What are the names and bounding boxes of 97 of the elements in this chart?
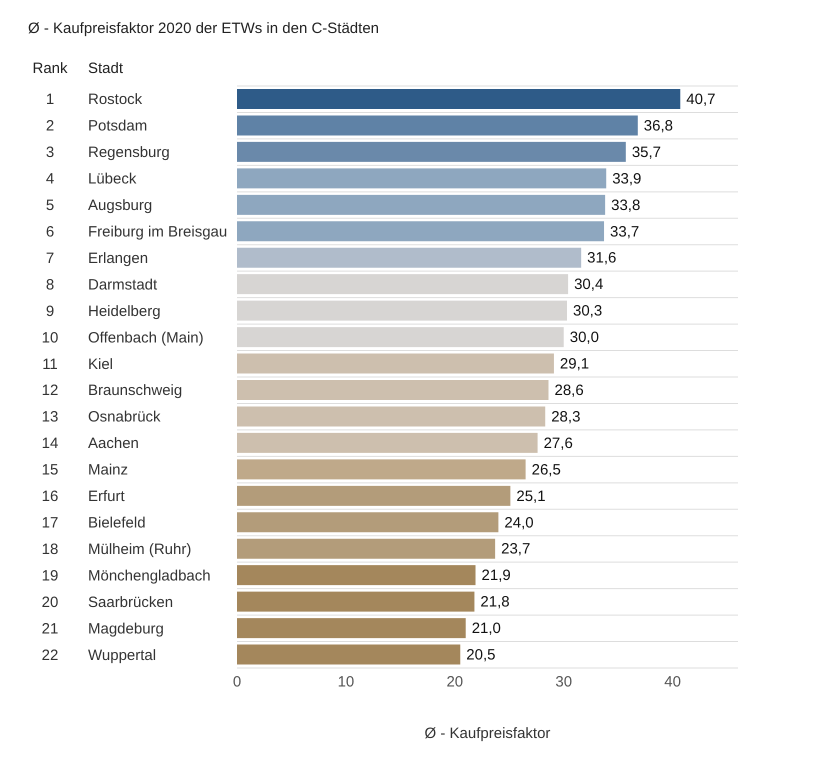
bar — [237, 248, 582, 268]
bar — [237, 168, 606, 188]
y2-tick-label: 17 — [42, 514, 58, 532]
data-label: 28,3 — [551, 408, 580, 426]
x-tick-label: 0 — [232, 674, 242, 691]
y2-tick-label: 12 — [42, 382, 58, 400]
y-tick-label: Wuppertal — [88, 646, 156, 664]
y-tick-label: Lübeck — [88, 170, 137, 188]
y-tick-label: Aachen — [88, 435, 139, 452]
bar — [237, 89, 680, 109]
data-label: 33,8 — [611, 196, 640, 214]
bar — [237, 300, 568, 321]
bar — [237, 274, 568, 294]
y-tick-label: Erlangen — [88, 250, 148, 267]
y2-tick-label: 21 — [42, 620, 58, 638]
y2-tick-label: 6 — [46, 224, 54, 240]
y-tick-label: Bielefeld — [88, 514, 146, 532]
y2-tick-label: 10 — [42, 329, 58, 346]
data-label: 27,6 — [544, 434, 573, 452]
bar — [237, 565, 476, 586]
data-label: 21,8 — [480, 594, 510, 611]
y2-tick-label: 14 — [42, 435, 58, 452]
data-label: 30,3 — [573, 302, 602, 320]
data-label: 21,9 — [482, 567, 511, 584]
data-label: 30,0 — [570, 329, 599, 346]
y-tick-label: Kiel — [88, 356, 114, 373]
bar — [237, 354, 554, 374]
y2-tick-label: 11 — [42, 356, 58, 373]
y-tick-label: Offenbach (Main) — [88, 329, 204, 346]
y-tick-label: Erfurt — [88, 488, 126, 506]
y-tick-label: Magdeburg — [88, 620, 164, 638]
bar — [237, 115, 638, 136]
x-tick-label: 10 — [338, 674, 354, 691]
y2-tick-label: 16 — [42, 488, 58, 506]
data-label: 29,1 — [560, 356, 590, 373]
y2-tick-label: 13 — [42, 408, 58, 426]
y2-tick-label: 3 — [46, 144, 54, 162]
y2-tick-label: 7 — [46, 250, 54, 267]
data-label: 24,0 — [504, 514, 534, 532]
y2-tick-label: 2 — [46, 118, 54, 135]
bar — [237, 406, 546, 426]
y-tick-label: Regensburg — [88, 144, 170, 162]
text: Rank — [32, 60, 68, 77]
data-label: 30,4 — [574, 276, 604, 294]
y-tick-label: Saarbrücken — [88, 594, 174, 611]
bar — [237, 221, 604, 242]
y2-tick-label: 19 — [42, 567, 58, 584]
y2-tick-label: 4 — [46, 170, 54, 188]
data-label: 35,7 — [632, 144, 662, 161]
bar — [237, 618, 466, 638]
text: Stadt — [88, 60, 124, 77]
y-tick-label: Osnabrück — [88, 408, 162, 426]
bar — [237, 644, 460, 665]
data-label: 31,6 — [587, 250, 616, 267]
data-label: 33,9 — [612, 170, 642, 188]
data-label: 20,5 — [466, 646, 496, 664]
bar — [237, 380, 548, 400]
y-tick-label: Mainz — [88, 462, 128, 479]
x-tick-label: 40 — [664, 674, 681, 691]
y2-tick-label: 20 — [42, 594, 58, 611]
bar — [237, 512, 498, 532]
bar — [237, 486, 510, 506]
y-tick-label: Augsburg — [88, 197, 152, 214]
y-tick-label: Rostock — [88, 91, 143, 108]
y-tick-label: Braunschweig — [88, 382, 182, 400]
y-tick-label: Darmstadt — [88, 276, 158, 294]
data-label: 33,7 — [610, 223, 640, 240]
x-tick-label: 30 — [555, 674, 572, 691]
data-label: 21,0 — [472, 620, 501, 638]
data-label: 36,8 — [644, 117, 674, 134]
data-label: 25,1 — [516, 488, 546, 505]
y2-tick-label: 8 — [46, 276, 54, 294]
bar — [237, 432, 538, 453]
data-label: 26,5 — [532, 461, 561, 478]
bar — [237, 327, 564, 348]
y-tick-label: Mülheim (Ruhr) — [88, 540, 192, 558]
bar — [237, 194, 606, 215]
x-tick-label: 20 — [446, 674, 464, 691]
y2-tick-label: 1 — [46, 91, 54, 108]
data-label: 40,7 — [686, 91, 716, 108]
y-tick-label: Freiburg im Breisgau — [88, 224, 228, 240]
y2-tick-label: 18 — [42, 540, 58, 558]
x-axis-title: Ø - Kaufpreisfaktor — [424, 725, 550, 742]
bar — [237, 459, 526, 480]
y-tick-label: Heidelberg — [88, 302, 161, 320]
bar — [237, 142, 626, 162]
y-tick-label: Mönchengladbach — [88, 567, 211, 584]
data-label: 23,7 — [501, 540, 530, 558]
y2-tick-label: 9 — [46, 302, 54, 320]
y-tick-label: Potsdam — [88, 118, 148, 135]
bar — [237, 538, 496, 559]
y2-tick-label: 15 — [42, 462, 58, 479]
y2-tick-label: 22 — [42, 646, 58, 664]
chart-title: Ø - Kaufpreisfaktor 2020 der ETWs in den C-Städten — [28, 20, 379, 37]
data-label: 28,6 — [554, 382, 584, 399]
bar — [237, 592, 474, 612]
y2-tick-label: 5 — [46, 197, 54, 214]
